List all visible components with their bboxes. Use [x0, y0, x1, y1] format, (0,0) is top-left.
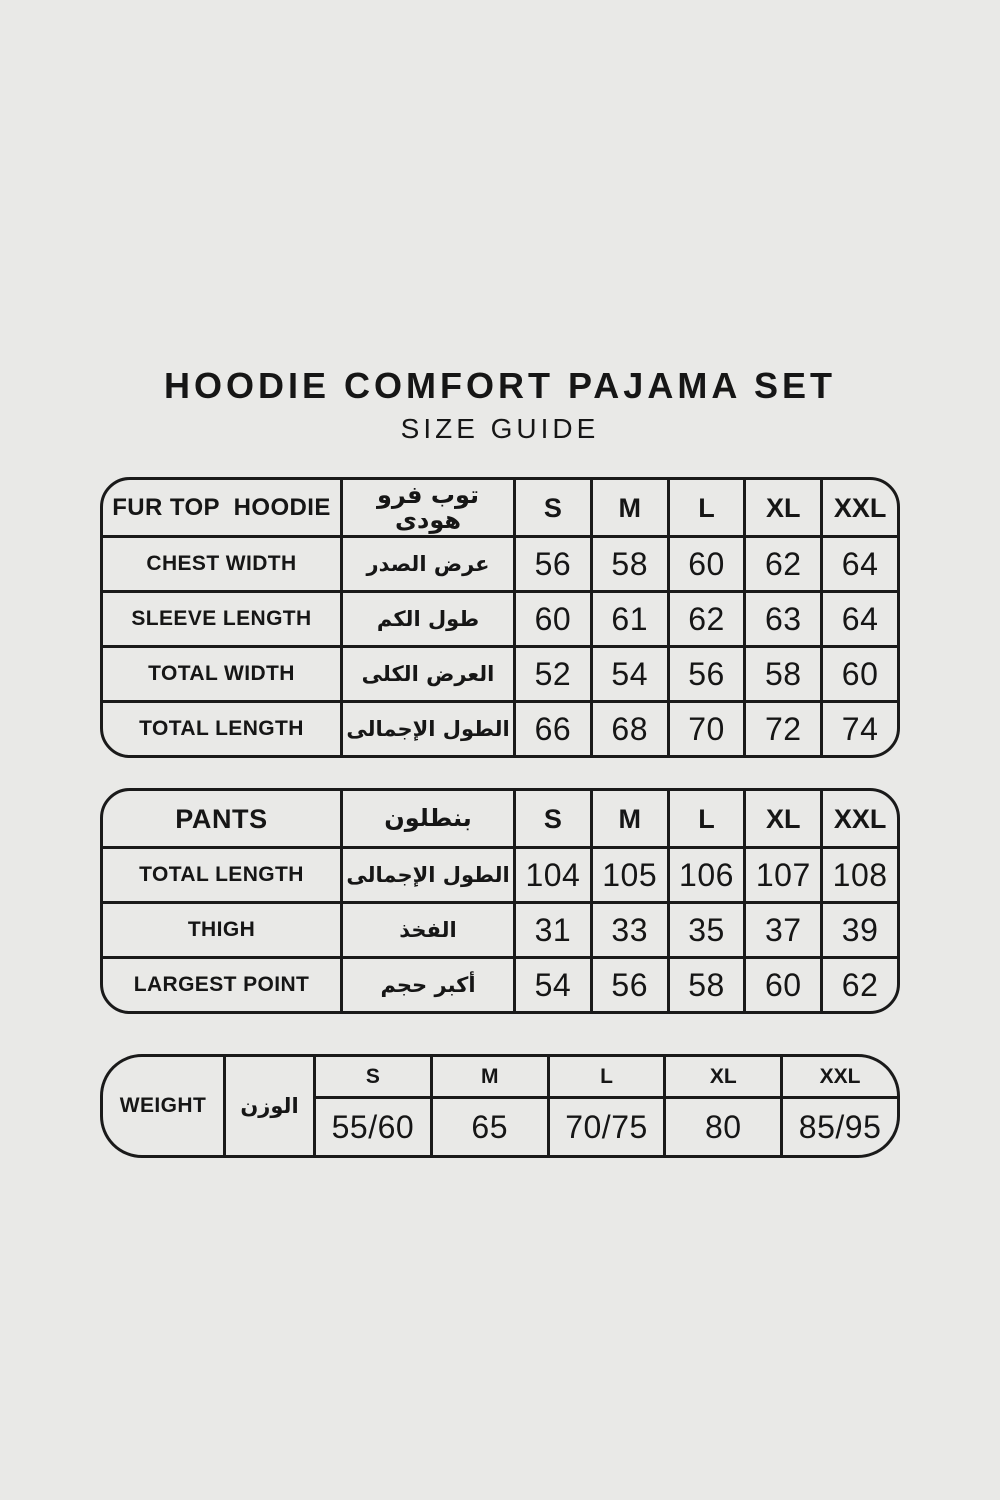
pants-size-table: PANTS بنطلون S M L XL XXL TOTAL LENGTH ا… [100, 788, 900, 1015]
table-value: 60 [820, 645, 897, 701]
table-value: 52 [513, 645, 590, 701]
hoodie-table-title-ar: توب فرو هودى [340, 480, 513, 536]
table-value: 31 [513, 901, 590, 957]
size-header-m: M [589, 791, 667, 847]
table-value: 37 [743, 901, 821, 957]
row-label-total-width-ar: العرض الكلى [340, 645, 513, 701]
row-label-total-length-ar: الطول الإجمالى [340, 846, 513, 902]
weight-value-m: 65 [429, 1099, 547, 1156]
size-header-m: M [589, 480, 667, 536]
size-header-s: S [313, 1057, 430, 1100]
table-value: 58 [666, 956, 744, 1012]
table-value: 60 [513, 590, 590, 646]
table-value: 64 [820, 535, 897, 591]
weight-table: WEIGHT الوزن S M L XL XXL 55/60 65 70/75… [100, 1054, 900, 1159]
weight-value-xl: 80 [663, 1099, 780, 1156]
pants-table-title-ar: بنطلون [340, 791, 513, 847]
size-header-l: L [666, 791, 744, 847]
table-value: 70 [666, 700, 744, 756]
table-value: 61 [589, 590, 667, 646]
weight-label-ar: الوزن [223, 1057, 313, 1156]
table-value: 62 [743, 535, 821, 591]
page-subtitle: SIZE GUIDE [400, 412, 600, 444]
table-value: 54 [513, 956, 590, 1012]
table-value: 58 [589, 535, 667, 591]
weight-value-xxl: 85/95 [780, 1099, 897, 1156]
table-value: 63 [743, 590, 821, 646]
table-value: 33 [589, 901, 667, 957]
row-label-total-length-ar: الطول الإجمالى [340, 700, 513, 756]
hoodie-table-title-en: FUR TOP HOODIE [112, 494, 331, 522]
row-label-total-length: TOTAL LENGTH [103, 846, 340, 901]
size-header-xxl: XXL [820, 791, 897, 847]
table-value: 106 [666, 846, 744, 902]
row-label-chest-width-ar: عرض الصدر [340, 535, 513, 591]
table-value: 68 [589, 700, 667, 756]
size-header-xl: XL [743, 480, 820, 536]
table-value: 56 [589, 956, 667, 1012]
page-title: HOODIE COMFORT PAJAMA SET [163, 365, 836, 406]
pants-table-title-en: PANTS [175, 803, 268, 834]
row-label-largest-point-ar: أكبر حجم [340, 956, 513, 1012]
size-header-xxl: XXL [780, 1057, 897, 1100]
weight-label-en: WEIGHT [119, 1094, 207, 1118]
size-header-s: S [513, 480, 590, 536]
table-value: 74 [820, 700, 897, 756]
table-value: 39 [820, 901, 897, 957]
table-value: 64 [820, 590, 897, 646]
table-value: 62 [820, 956, 897, 1012]
row-label-thigh: THIGH [103, 901, 340, 956]
size-header-xl: XL [743, 791, 820, 847]
size-header-m: M [429, 1057, 547, 1100]
row-label-total-width: TOTAL WIDTH [103, 645, 340, 700]
table-value: 72 [743, 700, 821, 756]
table-value: 54 [589, 645, 667, 701]
table-value: 60 [743, 956, 821, 1012]
row-label-thigh-ar: الفخذ [340, 901, 513, 957]
table-value: 58 [743, 645, 821, 701]
table-value: 35 [666, 901, 744, 957]
table-value: 56 [513, 535, 590, 591]
row-label-chest-width: CHEST WIDTH [103, 535, 340, 590]
size-header-xxl: XXL [820, 480, 897, 536]
row-label-sleeve-length: SLEEVE LENGTH [103, 590, 340, 645]
weight-value-s: 55/60 [313, 1099, 430, 1156]
size-header-s: S [513, 791, 590, 847]
table-value: 60 [666, 535, 744, 591]
table-value: 104 [513, 846, 590, 902]
row-label-total-length: TOTAL LENGTH [103, 700, 340, 755]
size-header-l: L [546, 1057, 664, 1100]
hoodie-size-table: FUR TOP HOODIE توب فرو هودى S M L XL XXL… [100, 477, 900, 759]
row-label-largest-point: LARGEST POINT [103, 956, 340, 1011]
size-header-l: L [666, 480, 744, 536]
table-value: 108 [820, 846, 897, 902]
table-value: 105 [589, 846, 667, 902]
table-value: 107 [743, 846, 821, 902]
table-value: 66 [513, 700, 590, 756]
row-label-sleeve-length-ar: طول الكم [340, 590, 513, 646]
size-header-xl: XL [663, 1057, 781, 1100]
table-value: 62 [666, 590, 744, 646]
weight-value-l: 70/75 [546, 1099, 664, 1156]
table-value: 56 [666, 645, 744, 701]
